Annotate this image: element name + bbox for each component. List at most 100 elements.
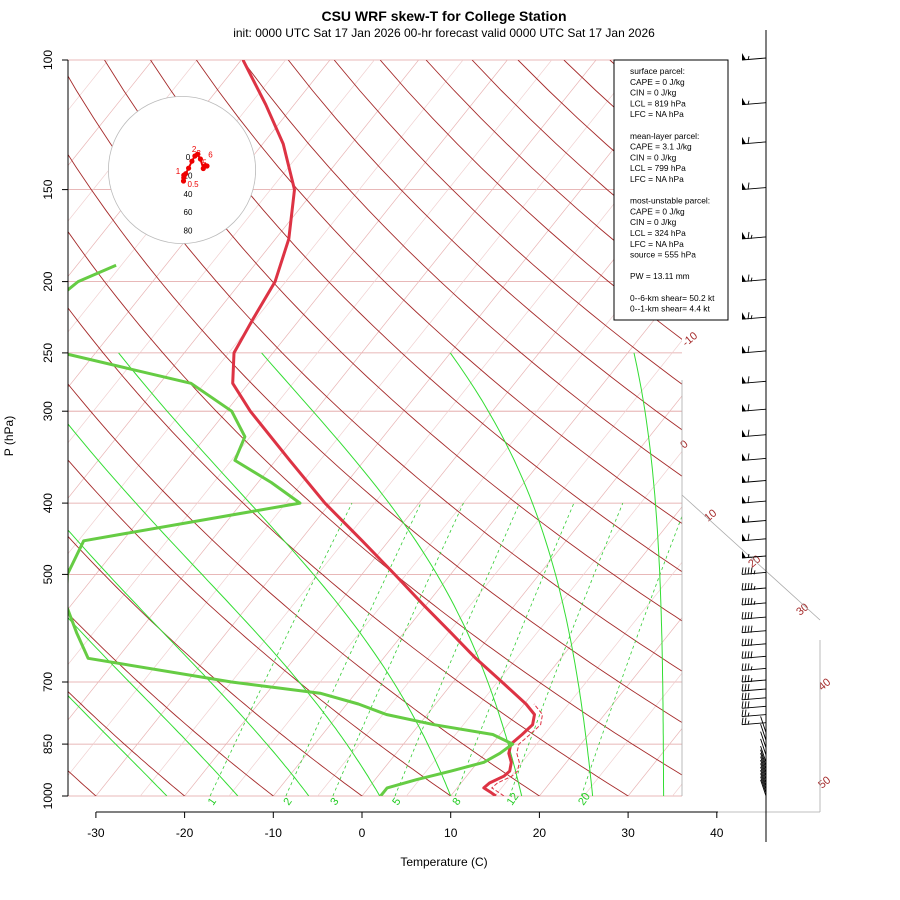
wind-barb [741, 453, 767, 461]
barb-full [744, 597, 747, 605]
isotherm-line [95, 62, 682, 796]
barb-full [741, 582, 744, 591]
y-axis-label: P (hPa) [2, 416, 16, 456]
barb-full [747, 533, 750, 541]
barb-staff [741, 500, 767, 504]
barb-half [747, 553, 750, 559]
barb-full [744, 567, 747, 575]
barb-staff [760, 766, 767, 784]
wind-barb [760, 749, 767, 767]
barb-staff [741, 655, 767, 659]
dry-adiabat [104, 60, 682, 622]
barb-half [750, 315, 753, 320]
barb-pennant [742, 53, 746, 60]
wind-barb [760, 752, 767, 770]
info-line: LCL = 799 hPa [630, 163, 686, 173]
barb-staff [741, 380, 767, 384]
hodograph-point [197, 156, 203, 162]
moist-adiabat [261, 352, 523, 796]
hodograph-level-label: 3 [196, 149, 201, 158]
isotherm-line [68, 60, 198, 222]
barb-staff [741, 630, 767, 634]
barb-pennant [742, 376, 746, 384]
barb-staff [741, 616, 767, 620]
wind-barb [741, 515, 767, 523]
wind-barb [741, 551, 767, 559]
info-box-frame [613, 59, 729, 321]
wind-barb [741, 597, 767, 606]
barb-full [747, 582, 750, 591]
barb-full [744, 674, 747, 683]
mixing-ratio-line [454, 502, 575, 796]
barb-staff [741, 679, 767, 683]
barb-full [747, 475, 750, 483]
barb-pennant [742, 136, 746, 144]
isotherm-line [405, 450, 682, 796]
mixing-ratio-line [580, 515, 682, 796]
barb-full [747, 638, 750, 646]
barb-full [741, 638, 744, 646]
barb-staff [760, 752, 767, 770]
hodograph-point [194, 151, 201, 157]
barb-staff [741, 480, 767, 483]
barb-staff [741, 102, 767, 106]
barb-full [741, 692, 744, 700]
barb-staff [741, 408, 767, 412]
barb-staff [741, 538, 767, 542]
barb-staff [741, 279, 767, 283]
y-tick-label: 100 [41, 50, 55, 70]
y-tick-label: 700 [41, 672, 55, 692]
barb-full [744, 709, 747, 717]
moist-adiabat [118, 352, 452, 796]
info-line: source = 555 hPa [630, 250, 696, 260]
barb-staff [760, 738, 767, 756]
barb-staff [741, 643, 767, 647]
wind-barb [760, 738, 767, 756]
barb-staff [741, 141, 767, 145]
isotherm-line [749, 60, 900, 812]
barb-full [744, 663, 747, 671]
y-tick-label: 500 [41, 564, 55, 584]
hodograph-ring-label: 60 [184, 208, 193, 217]
barb-full [747, 515, 750, 523]
isotherm-line [68, 60, 508, 610]
dry-adiabat [333, 60, 682, 385]
isotherm-line [68, 60, 641, 777]
barb-full [744, 692, 747, 700]
barb-full [747, 182, 750, 190]
wind-barb [741, 582, 767, 591]
barb-staff [760, 773, 767, 790]
hodograph-point [186, 165, 192, 171]
barb-full [747, 567, 750, 575]
mixing-ratio-line [332, 502, 464, 796]
barb-full [741, 625, 744, 633]
barb-full [747, 692, 750, 700]
info-line: PW = 13.11 mm [630, 271, 690, 281]
wind-barb [741, 97, 767, 106]
y-tick-label: 400 [41, 493, 55, 513]
barb-full [741, 701, 744, 709]
barb-half [750, 666, 753, 671]
wind-barb [741, 376, 767, 384]
barb-staff [741, 697, 767, 701]
barb-staff [760, 759, 767, 777]
dry-adiabat [68, 75, 682, 672]
barb-full [741, 717, 744, 725]
isotherm-line [837, 60, 900, 812]
wind-barb [741, 274, 767, 283]
barb-full [747, 136, 750, 144]
wind-barb [741, 182, 767, 191]
barb-half [750, 677, 753, 683]
barb-full [741, 663, 744, 671]
isotherm-line [228, 229, 682, 796]
wind-barb [741, 717, 767, 726]
barb-full [747, 345, 750, 353]
mixing-ratio-label: 12 [505, 791, 522, 808]
wind-barb [741, 345, 767, 354]
info-line: mean-layer parcel: [630, 131, 699, 141]
dry-adiabat [702, 60, 900, 812]
dry-adiabat [68, 612, 275, 796]
dry-adiabat [68, 230, 682, 776]
